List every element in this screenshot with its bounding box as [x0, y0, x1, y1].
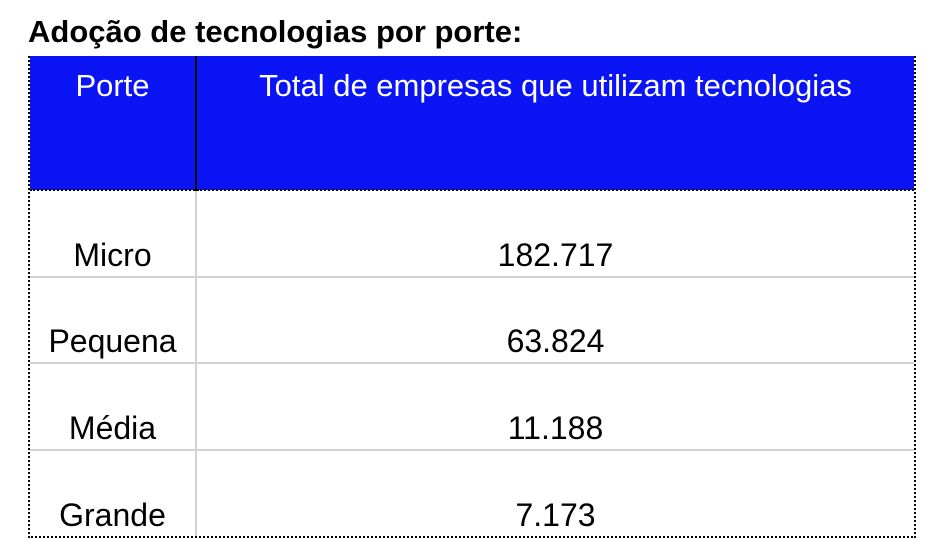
table-header-row: Porte Total de empresas que utilizam tec… — [30, 56, 914, 191]
column-header-porte: Porte — [30, 56, 197, 191]
table-row: Grande 7.173 — [30, 449, 914, 536]
table-row: Micro 182.717 — [30, 190, 914, 278]
cell-porte: Grande — [30, 449, 197, 536]
cell-porte: Média — [30, 363, 197, 451]
technology-adoption-table: Porte Total de empresas que utilizam tec… — [28, 56, 916, 538]
table-row: Pequena 63.824 — [30, 276, 914, 364]
cell-total: 11.188 — [196, 363, 914, 451]
cell-porte: Pequena — [30, 276, 197, 364]
cell-total: 182.717 — [196, 190, 914, 278]
table-row: Média 11.188 — [30, 363, 914, 451]
cell-total: 63.824 — [196, 276, 914, 364]
cell-total: 7.173 — [515, 497, 596, 533]
column-header-total: Total de empresas que utilizam tecnologi… — [196, 56, 914, 191]
page-title: Adoção de tecnologias por porte: — [28, 14, 523, 49]
cell-porte: Micro — [30, 190, 197, 278]
